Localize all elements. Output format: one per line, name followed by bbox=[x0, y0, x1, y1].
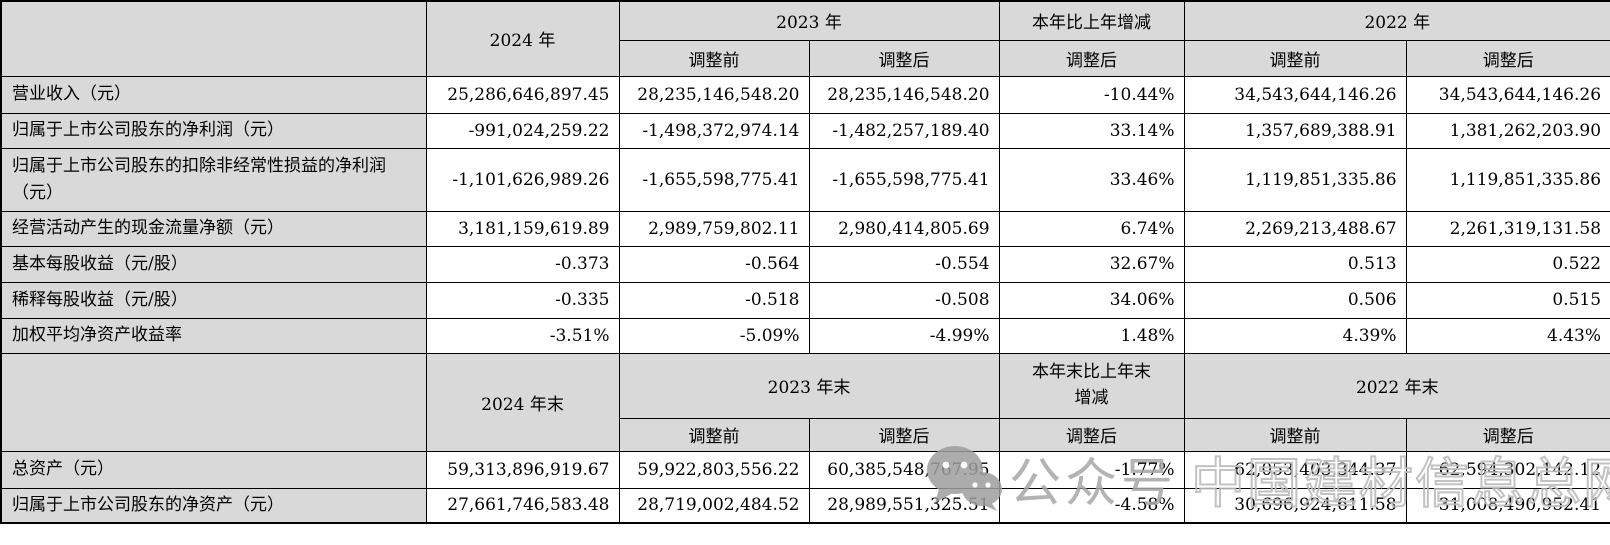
row-label: 基本每股收益（元/股） bbox=[0, 245, 427, 283]
value-cell: -1,482,257,189.40 bbox=[808, 112, 1000, 149]
value-cell: -1,498,372,974.14 bbox=[618, 112, 810, 149]
column-header-2024: 2024 年 bbox=[425, 0, 620, 77]
value-cell: -0.335 bbox=[425, 281, 620, 319]
value-cell: -0.518 bbox=[618, 281, 810, 319]
table-row: 基本每股收益（元/股） -0.373 -0.564 -0.554 32.67% … bbox=[0, 245, 1610, 283]
value-cell: -5.09% bbox=[618, 317, 810, 354]
value-cell: -0.554 bbox=[808, 245, 1000, 283]
value-cell: -10.44% bbox=[998, 75, 1185, 114]
row-label: 归属于上市公司股东的净资产（元） bbox=[0, 487, 427, 524]
value-cell: 60,385,548,767.95 bbox=[808, 450, 1000, 489]
value-cell: 4.39% bbox=[1183, 317, 1407, 354]
value-cell: 59,313,896,919.67 bbox=[425, 450, 620, 489]
value-cell: -4.99% bbox=[808, 317, 1000, 354]
value-cell: 0.515 bbox=[1405, 281, 1610, 319]
value-cell: 32.67% bbox=[998, 245, 1185, 283]
subheader-2022ye-after-adjustment: 调整后 bbox=[1405, 417, 1610, 452]
column-header-2023: 2023 年 bbox=[618, 0, 1000, 41]
value-cell: 2,980,414,805.69 bbox=[808, 210, 1000, 247]
subheader-2023ye-after-adjustment: 调整后 bbox=[808, 417, 1000, 452]
subheader-change-after-adjustment: 调整后 bbox=[998, 39, 1185, 77]
row-label: 经营活动产生的现金流量净额（元） bbox=[0, 210, 427, 247]
table-row: 加权平均净资产收益率 -3.51% -5.09% -4.99% 1.48% 4.… bbox=[0, 317, 1610, 354]
table-row: 2024 年末 2023 年末 本年末比上年末 增减 2022 年末 bbox=[0, 352, 1610, 452]
column-header-2022: 2022 年 bbox=[1183, 0, 1610, 41]
table-row: 营业收入（元） 25,286,646,897.45 28,235,146,548… bbox=[0, 75, 1610, 114]
value-cell: 6.74% bbox=[998, 210, 1185, 247]
value-cell: 34,543,644,146.26 bbox=[1405, 75, 1610, 114]
value-cell: 2,269,213,488.67 bbox=[1183, 210, 1407, 247]
row-label: 加权平均净资产收益率 bbox=[0, 317, 427, 354]
value-cell: 4.43% bbox=[1405, 317, 1610, 354]
column-header-yoy-change: 本年比上年增减 bbox=[998, 0, 1185, 41]
table-row: 经营活动产生的现金流量净额（元） 3,181,159,619.89 2,989,… bbox=[0, 210, 1610, 247]
table-row: 归属于上市公司股东的净利润（元） -991,024,259.22 -1,498,… bbox=[0, 112, 1610, 149]
corner-blank-cell bbox=[0, 0, 427, 77]
value-cell: -0.508 bbox=[808, 281, 1000, 319]
value-cell: 0.522 bbox=[1405, 245, 1610, 283]
value-cell: -1,655,598,775.41 bbox=[808, 147, 1000, 212]
table-row: 2024 年 2023 年 本年比上年增减 2022 年 bbox=[0, 0, 1610, 77]
row-label: 稀释每股收益（元/股） bbox=[0, 281, 427, 319]
table-row: 调整前 调整后 调整后 调整前 调整后 bbox=[1, 417, 1610, 452]
table-row: 归属于上市公司股东的净资产（元） 27,661,746,583.48 28,71… bbox=[0, 487, 1610, 524]
subheader-2022-before-adjustment: 调整前 bbox=[1183, 39, 1407, 77]
value-cell: 34,543,644,146.26 bbox=[1183, 75, 1407, 114]
column-header-yearend-change: 本年末比上年末 增减 bbox=[998, 352, 1185, 419]
value-cell: -0.373 bbox=[425, 245, 620, 283]
row-label: 归属于上市公司股东的扣除非经常性损益的净利润（元） bbox=[0, 147, 427, 212]
value-cell: 28,989,551,325.51 bbox=[808, 487, 1000, 524]
value-cell: 59,922,803,556.22 bbox=[618, 450, 810, 489]
table-row: 调整前 调整后 调整后 调整前 调整后 bbox=[1, 39, 1610, 77]
value-cell: 1.48% bbox=[998, 317, 1185, 354]
value-cell: 62,053,403,344.37 bbox=[1183, 450, 1407, 489]
subheader-2023-before-adjustment: 调整前 bbox=[618, 39, 810, 77]
column-header-2024-yearend: 2024 年末 bbox=[425, 352, 620, 452]
value-cell: 34.06% bbox=[998, 281, 1185, 319]
value-cell: 31,008,490,952.41 bbox=[1405, 487, 1610, 524]
value-cell: 0.513 bbox=[1183, 245, 1407, 283]
value-cell: -991,024,259.22 bbox=[425, 112, 620, 149]
value-cell: -1.77% bbox=[998, 450, 1185, 489]
table-row: 归属于上市公司股东的扣除非经常性损益的净利润（元） -1,101,626,989… bbox=[0, 147, 1610, 212]
value-cell: 1,381,262,203.90 bbox=[1405, 112, 1610, 149]
value-cell: 1,119,851,335.86 bbox=[1405, 147, 1610, 212]
value-cell: 3,181,159,619.89 bbox=[425, 210, 620, 247]
value-cell: 1,119,851,335.86 bbox=[1183, 147, 1407, 212]
value-cell: 27,661,746,583.48 bbox=[425, 487, 620, 524]
value-cell: -0.564 bbox=[618, 245, 810, 283]
column-header-2023-yearend: 2023 年末 bbox=[618, 352, 1000, 419]
value-cell: -1,655,598,775.41 bbox=[618, 147, 810, 212]
value-cell: 1,357,689,388.91 bbox=[1183, 112, 1407, 149]
subheader-ye-change-after-adjustment: 调整后 bbox=[998, 417, 1185, 452]
subheader-2023-after-adjustment: 调整后 bbox=[808, 39, 1000, 77]
column-header-2022-yearend: 2022 年末 bbox=[1183, 352, 1610, 419]
subheader-2022ye-before-adjustment: 调整前 bbox=[1183, 417, 1407, 452]
value-cell: 0.506 bbox=[1183, 281, 1407, 319]
row-label: 归属于上市公司股东的净利润（元） bbox=[0, 112, 427, 149]
value-cell: 62,594,302,142.12 bbox=[1405, 450, 1610, 489]
value-cell: 28,235,146,548.20 bbox=[618, 75, 810, 114]
value-cell: 2,989,759,802.11 bbox=[618, 210, 810, 247]
value-cell: 28,719,002,484.52 bbox=[618, 487, 810, 524]
value-cell: -4.58% bbox=[998, 487, 1185, 524]
corner-blank-cell bbox=[0, 352, 427, 452]
value-cell: -3.51% bbox=[425, 317, 620, 354]
value-cell: 33.46% bbox=[998, 147, 1185, 212]
value-cell: 2,261,319,131.58 bbox=[1405, 210, 1610, 247]
value-cell: 28,235,146,548.20 bbox=[808, 75, 1000, 114]
value-cell: 25,286,646,897.45 bbox=[425, 75, 620, 114]
row-label: 营业收入（元） bbox=[0, 75, 427, 114]
subheader-2023ye-before-adjustment: 调整前 bbox=[618, 417, 810, 452]
value-cell: 33.14% bbox=[998, 112, 1185, 149]
financial-summary-table: 2024 年 2023 年 本年比上年增减 2022 年 调整前 调整后 调整后… bbox=[0, 0, 1610, 524]
value-cell: -1,101,626,989.26 bbox=[425, 147, 620, 212]
subheader-2022-after-adjustment: 调整后 bbox=[1405, 39, 1610, 77]
table-row: 总资产（元） 59,313,896,919.67 59,922,803,556.… bbox=[0, 450, 1610, 489]
row-label: 总资产（元） bbox=[0, 450, 427, 489]
table-row: 稀释每股收益（元/股） -0.335 -0.518 -0.508 34.06% … bbox=[0, 281, 1610, 319]
value-cell: 30,696,924,611.58 bbox=[1183, 487, 1407, 524]
